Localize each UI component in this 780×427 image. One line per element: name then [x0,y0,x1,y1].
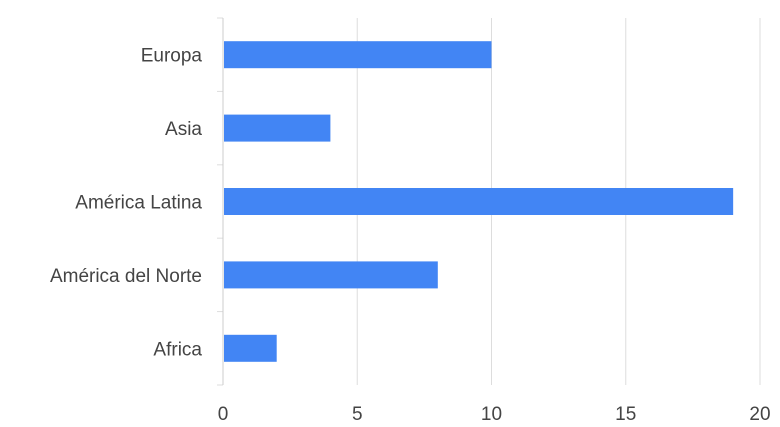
category-labels: Europa Asia América Latina América del Nort… [50,46,202,361]
x-tick-labels: 0 5 10 15 20 [218,404,771,425]
x-tick-label: 10 [481,404,502,425]
x-tick-label: 20 [749,404,770,425]
category-label: América del Norte [50,266,202,287]
bar-asia [224,114,331,142]
bar-europa [224,41,492,69]
category-label: América Latina [75,193,202,214]
x-tick-label: 5 [352,404,363,425]
bars [224,41,734,362]
x-tick-label: 0 [218,404,229,425]
category-label: Europa [141,46,203,67]
bar-am-rica-latina [224,188,734,215]
x-tick-label: 15 [615,404,636,425]
category-label: Africa [153,339,202,360]
bar-africa [224,334,277,362]
category-label: Asia [165,119,202,140]
bar-am-rica-del-norte [224,261,438,289]
